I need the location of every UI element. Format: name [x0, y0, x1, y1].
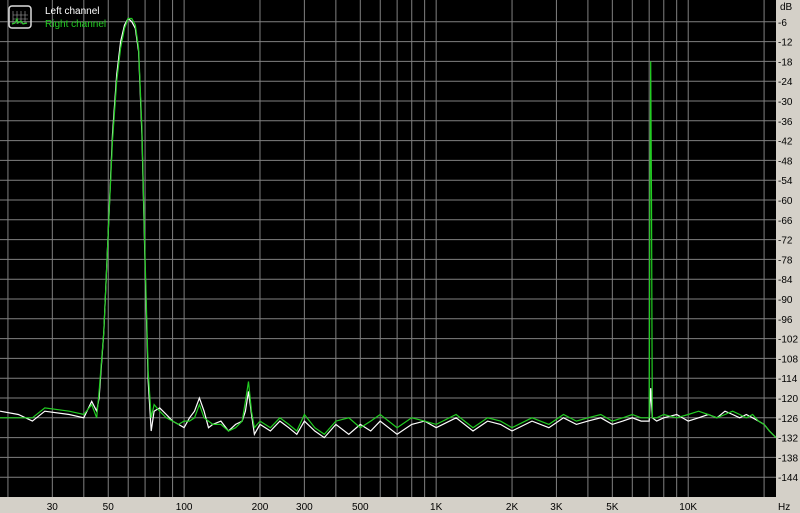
- x-tick-label: 1K: [430, 502, 443, 513]
- y-tick-label: -36: [778, 117, 793, 128]
- y-tick-label: -60: [778, 196, 793, 207]
- y-tick-label: -18: [778, 57, 793, 68]
- x-tick-label: 5K: [606, 502, 619, 513]
- y-tick-label: -120: [778, 394, 798, 405]
- x-unit-label: Hz: [778, 502, 790, 513]
- y-axis: -6 -12 -18 -24 -30 -36 -42 -48 -54 -60 -66 -72 -78 -8…: [778, 18, 798, 484]
- y-tick-label: -78: [778, 255, 793, 266]
- plot-area: [0, 0, 776, 497]
- y-unit-label: dB: [780, 2, 793, 13]
- y-tick-label: -138: [778, 453, 798, 464]
- y-tick-label: -24: [778, 77, 793, 88]
- y-tick-label: -96: [778, 315, 793, 326]
- y-tick-label: -84: [778, 275, 793, 286]
- series-line-right-channel: [0, 17, 777, 439]
- x-tick-label: 30: [47, 502, 59, 513]
- x-tick-label: 3K: [550, 502, 563, 513]
- spectrum-icon: [8, 5, 32, 29]
- x-tick-label: 50: [103, 502, 115, 513]
- y-tick-label: -54: [778, 176, 793, 187]
- y-tick-label: -132: [778, 434, 798, 445]
- y-tick-label: -6: [778, 18, 787, 29]
- x-tick-label: 200: [252, 502, 269, 513]
- series-line-left-channel: [0, 17, 777, 439]
- legend: Left channel Right channel: [8, 5, 106, 32]
- x-axis: 30 50 100 200 300 500 1K 2K 3K 5K 10K: [47, 502, 698, 513]
- x-tick-label: 2K: [506, 502, 519, 513]
- y-tick-label: -126: [778, 414, 798, 425]
- x-tick-label: 10K: [679, 502, 697, 513]
- legend-right-channel: Right channel: [45, 19, 107, 30]
- x-tick-label: 500: [352, 502, 369, 513]
- y-tick-label: -48: [778, 156, 793, 167]
- y-tick-label: -90: [778, 295, 793, 306]
- y-tick-label: -30: [778, 97, 793, 108]
- y-tick-label: -102: [778, 335, 798, 346]
- y-tick-label: -114: [778, 374, 798, 385]
- x-tick-label: 100: [176, 502, 193, 513]
- y-tick-label: -144: [778, 473, 798, 484]
- y-tick-label: -72: [778, 236, 793, 247]
- y-tick-label: -108: [778, 354, 798, 365]
- legend-left-channel: Left channel: [45, 6, 100, 17]
- x-tick-label: 300: [296, 502, 313, 513]
- y-tick-label: -42: [778, 137, 793, 148]
- series-group: [0, 17, 777, 439]
- y-tick-label: -12: [778, 38, 793, 49]
- y-tick-label: -66: [778, 216, 793, 227]
